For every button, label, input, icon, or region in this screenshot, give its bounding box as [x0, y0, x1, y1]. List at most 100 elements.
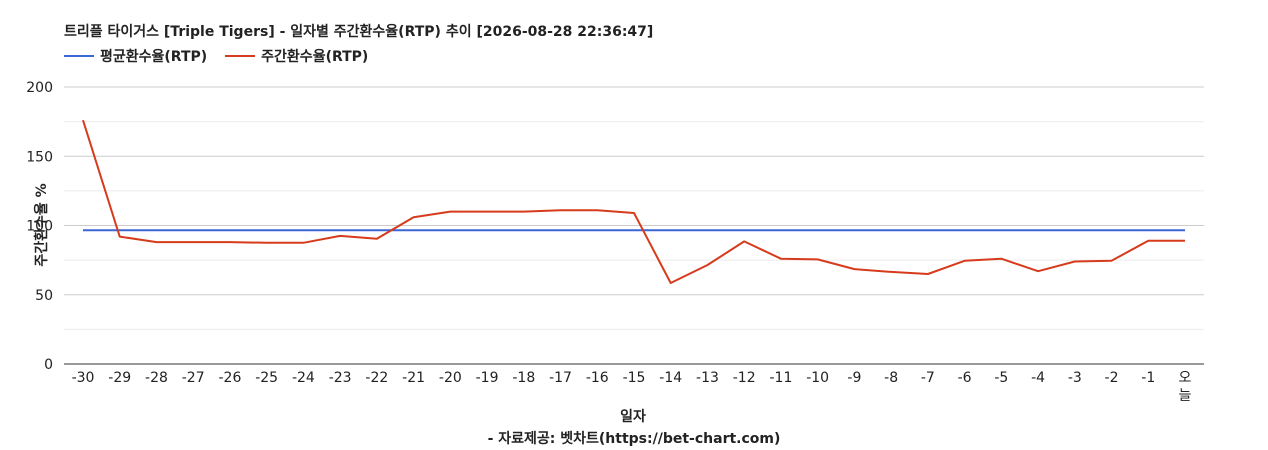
data-point-average-rtp[interactable]: [521, 227, 527, 233]
data-point-weekly-rtp[interactable]: [594, 207, 600, 213]
data-point-weekly-rtp[interactable]: [1109, 258, 1115, 264]
data-point-average-rtp[interactable]: [594, 227, 600, 233]
data-point-weekly-rtp[interactable]: [998, 256, 1004, 262]
y-tick-label: 200: [26, 80, 53, 96]
data-point-average-rtp[interactable]: [778, 227, 784, 233]
x-tick-label: -10: [806, 370, 829, 386]
data-point-weekly-rtp[interactable]: [888, 269, 894, 275]
data-point-average-rtp[interactable]: [190, 227, 196, 233]
data-point-average-rtp[interactable]: [1072, 227, 1078, 233]
data-point-average-rtp[interactable]: [411, 227, 417, 233]
data-point-weekly-rtp[interactable]: [668, 280, 674, 286]
data-point-weekly-rtp[interactable]: [117, 234, 123, 240]
data-point-average-rtp[interactable]: [668, 227, 674, 233]
x-tick-label: -19: [476, 370, 499, 386]
data-point-average-rtp[interactable]: [925, 227, 931, 233]
line-chart: 0 50 100 150 200 -30 -29 -28 -27 -26 -25 -24 -23 -22…: [26, 80, 1204, 425]
y-tick-label: 50: [35, 288, 53, 304]
data-point-average-rtp[interactable]: [227, 227, 233, 233]
data-point-weekly-rtp[interactable]: [264, 240, 270, 246]
data-point-weekly-rtp[interactable]: [484, 209, 490, 215]
x-tick-label: -20: [439, 370, 462, 386]
y-axis-ticks: 0 50 100 150 200: [26, 80, 53, 373]
data-point-average-rtp[interactable]: [80, 227, 86, 233]
data-point-average-rtp[interactable]: [962, 227, 968, 233]
data-point-weekly-rtp[interactable]: [704, 262, 710, 268]
data-point-weekly-rtp[interactable]: [631, 210, 637, 216]
x-tick-label: -8: [884, 370, 898, 386]
x-axis-ticks: -30 -29 -28 -27 -26 -25 -24 -23 -22 -21 -20 -19 -18-…: [72, 370, 1192, 404]
x-tick-label: -21: [402, 370, 425, 386]
data-point-weekly-rtp[interactable]: [521, 209, 527, 215]
data-point-weekly-rtp[interactable]: [190, 239, 196, 245]
data-point-weekly-rtp[interactable]: [778, 256, 784, 262]
data-point-average-rtp[interactable]: [337, 227, 343, 233]
x-tick-label: -22: [365, 370, 388, 386]
legend[interactable]: 평균환수율(RTP) 주간환수율(RTP): [64, 46, 368, 66]
y-tick-label: 100: [26, 219, 53, 235]
data-point-average-rtp[interactable]: [851, 227, 857, 233]
data-point-average-rtp[interactable]: [558, 227, 564, 233]
data-point-average-rtp[interactable]: [1109, 227, 1115, 233]
data-point-average-rtp[interactable]: [741, 227, 747, 233]
data-point-weekly-rtp[interactable]: [1072, 259, 1078, 265]
data-point-average-rtp[interactable]: [484, 227, 490, 233]
legend-swatch-average-rtp: [64, 55, 94, 57]
data-point-average-rtp[interactable]: [374, 227, 380, 233]
data-point-weekly-rtp[interactable]: [851, 266, 857, 272]
footnote: - 자료제공: 벳차트(https://bet-chart.com): [487, 431, 781, 447]
x-tick-label: -1: [1141, 370, 1155, 386]
data-point-weekly-rtp[interactable]: [1182, 238, 1188, 244]
x-tick-label: -11: [769, 370, 792, 386]
data-point-weekly-rtp[interactable]: [411, 214, 417, 220]
data-point-weekly-rtp[interactable]: [337, 233, 343, 239]
data-point-weekly-rtp[interactable]: [1145, 238, 1151, 244]
series-lines: [80, 117, 1188, 286]
x-tick-label: -25: [255, 370, 278, 386]
x-tick-label: -24: [292, 370, 315, 386]
data-point-average-rtp[interactable]: [998, 227, 1004, 233]
x-tick-label: -5: [994, 370, 1008, 386]
data-point-weekly-rtp[interactable]: [300, 240, 306, 246]
data-point-weekly-rtp[interactable]: [447, 209, 453, 215]
x-axis-title: 일자: [620, 409, 646, 425]
data-point-average-rtp[interactable]: [264, 227, 270, 233]
x-tick-label: -4: [1031, 370, 1045, 386]
data-point-average-rtp[interactable]: [704, 227, 710, 233]
x-tick-label: -28: [145, 370, 168, 386]
x-tick-label: -2: [1105, 370, 1119, 386]
x-tick-label: -9: [847, 370, 861, 386]
data-point-weekly-rtp[interactable]: [1035, 268, 1041, 274]
legend-swatch-weekly-rtp: [225, 55, 256, 57]
data-point-weekly-rtp[interactable]: [962, 258, 968, 264]
legend-item-average-rtp[interactable]: 평균환수율(RTP): [64, 46, 207, 66]
data-point-weekly-rtp[interactable]: [925, 271, 931, 277]
y-tick-label: 150: [26, 149, 53, 165]
legend-label-weekly-rtp: 주간환수율(RTP): [261, 49, 369, 65]
chart-title: 트리플 타이거스 [Triple Tigers] - 일자별 주간환수율(RTP…: [64, 24, 654, 40]
data-point-weekly-rtp[interactable]: [374, 236, 380, 242]
x-tick-label: -26: [218, 370, 241, 386]
data-point-weekly-rtp[interactable]: [80, 117, 86, 123]
data-point-average-rtp[interactable]: [447, 227, 453, 233]
data-point-weekly-rtp[interactable]: [153, 239, 159, 245]
x-tick-label: -13: [696, 370, 719, 386]
x-tick-label: -16: [586, 370, 609, 386]
data-point-weekly-rtp[interactable]: [815, 256, 821, 262]
data-point-average-rtp[interactable]: [300, 227, 306, 233]
data-point-average-rtp[interactable]: [1035, 227, 1041, 233]
x-tick-label: -6: [958, 370, 972, 386]
data-point-average-rtp[interactable]: [1182, 227, 1188, 233]
data-point-average-rtp[interactable]: [888, 227, 894, 233]
data-point-weekly-rtp[interactable]: [227, 239, 233, 245]
data-point-average-rtp[interactable]: [1145, 227, 1151, 233]
data-point-weekly-rtp[interactable]: [741, 238, 747, 244]
data-point-average-rtp[interactable]: [631, 227, 637, 233]
x-tick-label: -23: [329, 370, 352, 386]
data-point-average-rtp[interactable]: [153, 227, 159, 233]
legend-item-weekly-rtp[interactable]: 주간환수율(RTP): [225, 46, 368, 66]
x-tick-label: -14: [659, 370, 682, 386]
data-point-weekly-rtp[interactable]: [558, 207, 564, 213]
y-tick-label: 0: [44, 357, 53, 373]
data-point-average-rtp[interactable]: [815, 227, 821, 233]
